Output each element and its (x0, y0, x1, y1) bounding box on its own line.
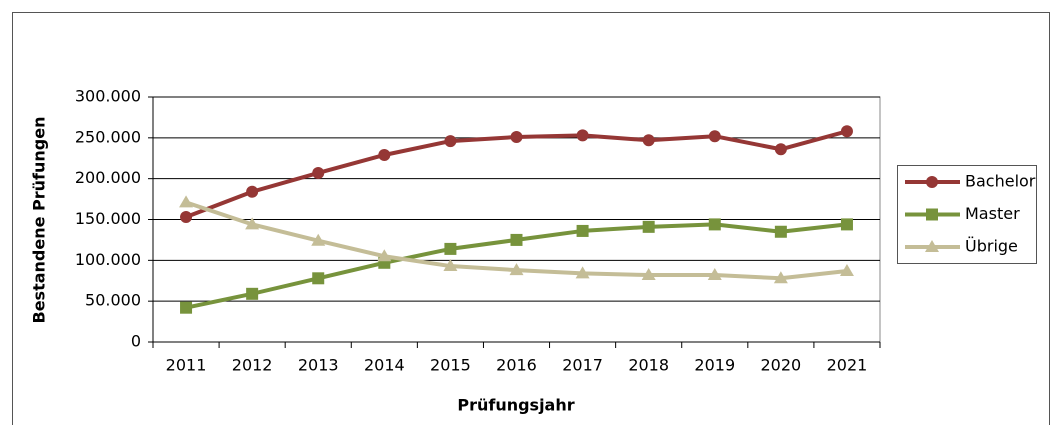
x-tick-label: 2018 (628, 356, 669, 375)
marker (642, 134, 655, 147)
marker (840, 125, 853, 138)
x-tick-label: 2013 (298, 356, 339, 375)
marker (774, 225, 787, 238)
marker (839, 263, 854, 276)
marker (773, 271, 788, 284)
marker (180, 211, 193, 224)
marker (708, 218, 721, 231)
legend-label: Übrige (965, 237, 1018, 256)
marker (575, 266, 590, 279)
marker (179, 195, 194, 208)
marker (378, 148, 391, 161)
marker (180, 301, 193, 314)
marker (840, 218, 853, 231)
marker (925, 240, 939, 252)
marker (510, 233, 523, 246)
legend-label: Bachelor (965, 172, 1036, 191)
marker (377, 249, 392, 262)
x-tick-label: 2016 (496, 356, 537, 375)
y-tick-label: 200.000 (75, 168, 141, 187)
x-tick-label: 2011 (166, 356, 207, 375)
legend-label: Master (965, 204, 1020, 223)
marker (311, 233, 326, 246)
chart-frame (12, 12, 1050, 425)
y-tick-label: 100.000 (75, 250, 141, 269)
marker (246, 185, 259, 198)
x-tick-label: 2020 (761, 356, 802, 375)
y-tick-label: 50.000 (85, 291, 141, 310)
marker (576, 224, 589, 237)
series-line (185, 129, 848, 219)
marker (312, 166, 325, 179)
marker (708, 130, 721, 143)
marker (774, 143, 787, 156)
marker (245, 217, 260, 230)
marker (312, 272, 325, 285)
marker (509, 263, 524, 276)
marker (443, 259, 458, 272)
y-tick-label: 250.000 (75, 127, 141, 146)
marker (926, 176, 938, 188)
marker (576, 129, 589, 142)
x-tick-label: 2012 (232, 356, 273, 375)
x-tick-label: 2021 (827, 356, 868, 375)
x-tick-label: 2014 (364, 356, 405, 375)
marker (444, 242, 457, 255)
y-tick-label: 300.000 (75, 87, 141, 106)
marker (642, 220, 655, 233)
marker (510, 131, 523, 144)
marker (641, 268, 656, 281)
y-tick-label: 150.000 (75, 209, 141, 228)
x-tick-label: 2017 (562, 356, 603, 375)
y-axis-title: Bestandene Prüfungen (30, 117, 49, 324)
x-axis-title: Prüfungsjahr (457, 396, 574, 415)
x-tick-label: 2019 (694, 356, 735, 375)
marker (246, 287, 259, 300)
marker (926, 208, 938, 221)
marker (707, 268, 722, 281)
y-tick-label: 0 (131, 332, 141, 351)
marker (444, 135, 457, 148)
x-tick-label: 2015 (430, 356, 471, 375)
